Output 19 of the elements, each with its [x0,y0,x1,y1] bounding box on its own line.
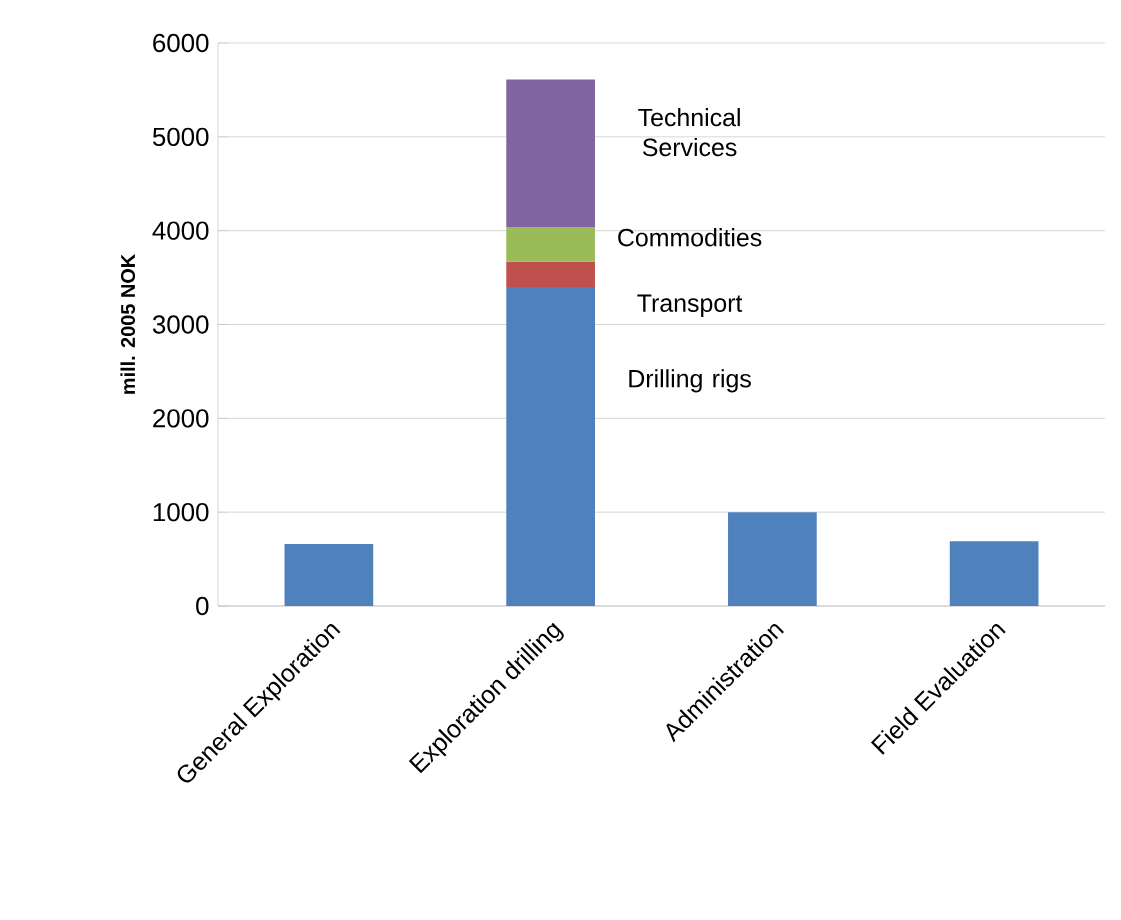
y-axis-title: mill. 2005 NOK [120,254,136,394]
bar [284,544,374,606]
y-tick-label: 5000 [152,127,209,146]
y-tick-label: 4000 [152,221,209,240]
bar [728,512,817,606]
bar [949,541,1039,606]
series-label: Drilling rigs [629,369,751,393]
series-label: Commodities [618,228,762,247]
y-tick-label: 6000 [153,33,209,53]
bar [506,261,595,287]
bar [506,79,595,227]
bar [506,226,595,262]
y-tick-label: 1000 [153,502,209,522]
series-label: Technical Services [638,108,740,157]
series-label: Transport [637,294,743,317]
y-tick-label: 2000 [153,409,209,428]
bar [506,286,595,606]
y-tick-label: 3000 [152,315,209,334]
y-tick-label: 0 [196,596,209,616]
